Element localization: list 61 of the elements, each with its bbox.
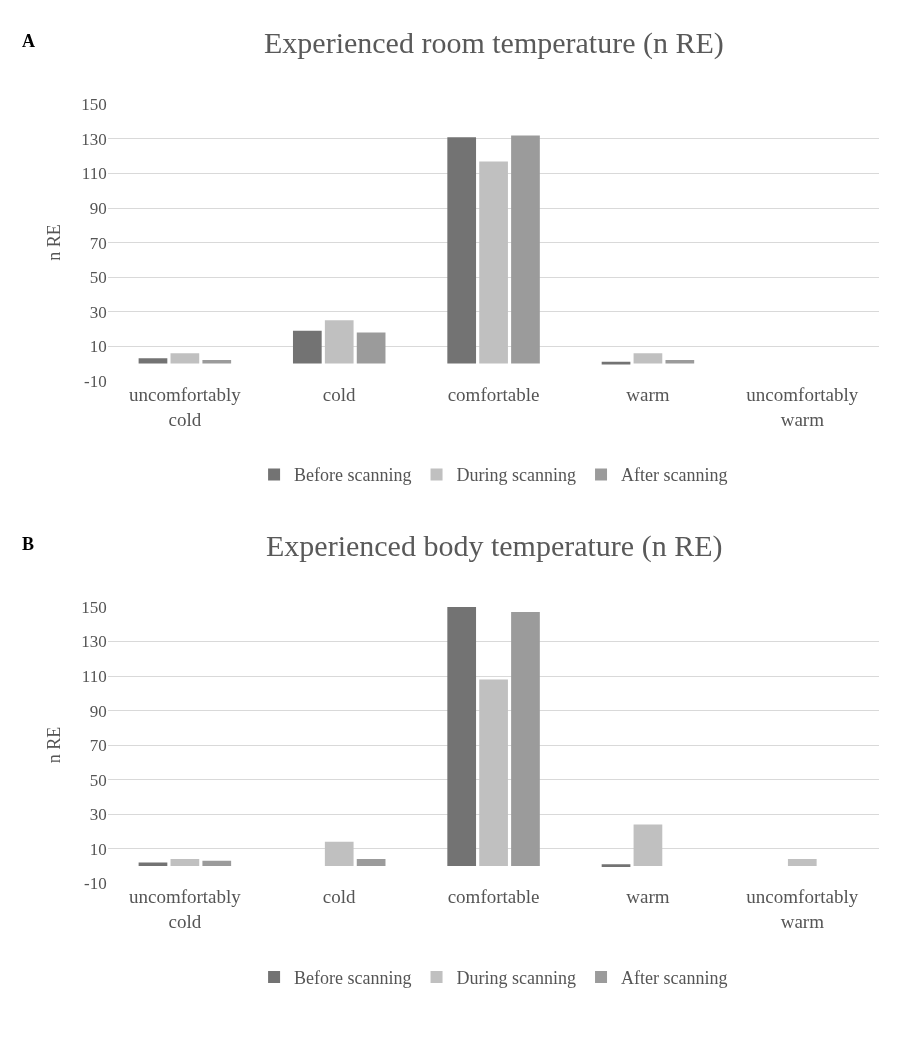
- y-tick-label: 130: [81, 129, 107, 149]
- y-axis-title: n RE: [44, 224, 65, 261]
- y-axis-title: n RE: [44, 726, 65, 764]
- bar: [170, 859, 200, 867]
- bar: [511, 135, 540, 364]
- legend-label: During scanning: [456, 967, 577, 988]
- y-tick-label: 150: [81, 95, 107, 115]
- y-tick-label: 50: [89, 268, 107, 288]
- x-tick-label: cold: [322, 886, 357, 908]
- x-tick-label: cold: [322, 383, 357, 405]
- bar: [633, 353, 663, 364]
- chart-title: Experienced body temperature (n RE): [266, 529, 723, 563]
- bar: [202, 860, 232, 867]
- x-tick-label: comfortable: [447, 886, 540, 908]
- bar: [170, 353, 200, 364]
- bar: [787, 859, 817, 867]
- bar: [324, 841, 354, 867]
- x-tick-label: warm: [626, 886, 670, 908]
- x-tick-label: uncomfortably warm: [746, 383, 859, 430]
- y-tick-label: 150: [81, 597, 107, 617]
- y-tick-label: 50: [89, 770, 107, 790]
- y-tick-label: 10: [89, 337, 107, 357]
- x-tick-label: comfortable: [447, 383, 540, 405]
- legend-label: Before scanning: [294, 967, 412, 988]
- x-tick-label: warm: [626, 383, 670, 405]
- legend-label: After scanning: [621, 465, 728, 486]
- y-tick-label: 30: [89, 805, 107, 825]
- y-tick-label: 70: [89, 233, 107, 253]
- bar: [447, 137, 477, 364]
- bar: [202, 360, 232, 364]
- y-tick-label: 110: [81, 164, 107, 184]
- bar: [292, 330, 322, 364]
- bar: [633, 824, 663, 867]
- chart-title: Experienced room temperature (n RE): [264, 26, 724, 60]
- y-tick-label: 130: [81, 632, 107, 652]
- y-tick-label: -10: [84, 371, 107, 391]
- text: A: [22, 31, 35, 51]
- y-tick-label: 90: [89, 199, 107, 219]
- y-tick-label: 110: [81, 666, 107, 686]
- y-tick-label: -10: [84, 874, 107, 894]
- x-tick-label: uncomfortably cold: [128, 383, 242, 430]
- bar: [479, 161, 508, 364]
- text: B: [22, 534, 35, 554]
- bar: [356, 332, 386, 364]
- legend-label: After scanning: [621, 967, 728, 988]
- bar: [665, 360, 695, 364]
- bar: [601, 864, 631, 867]
- y-tick-label: 90: [89, 701, 107, 721]
- bar: [479, 679, 508, 867]
- y-tick-label: 30: [89, 302, 107, 322]
- y-tick-label: 70: [89, 736, 107, 756]
- bar: [356, 859, 386, 867]
- legend-label: Before scanning: [294, 465, 412, 486]
- legend-label: During scanning: [456, 465, 577, 486]
- bar: [324, 320, 354, 364]
- bar: [511, 612, 540, 867]
- x-tick-label: uncomfortably warm: [746, 886, 859, 932]
- y-tick-label: 10: [89, 839, 107, 859]
- bar: [447, 606, 477, 867]
- x-tick-label: uncomfortably cold: [128, 886, 242, 932]
- bar: [138, 358, 168, 364]
